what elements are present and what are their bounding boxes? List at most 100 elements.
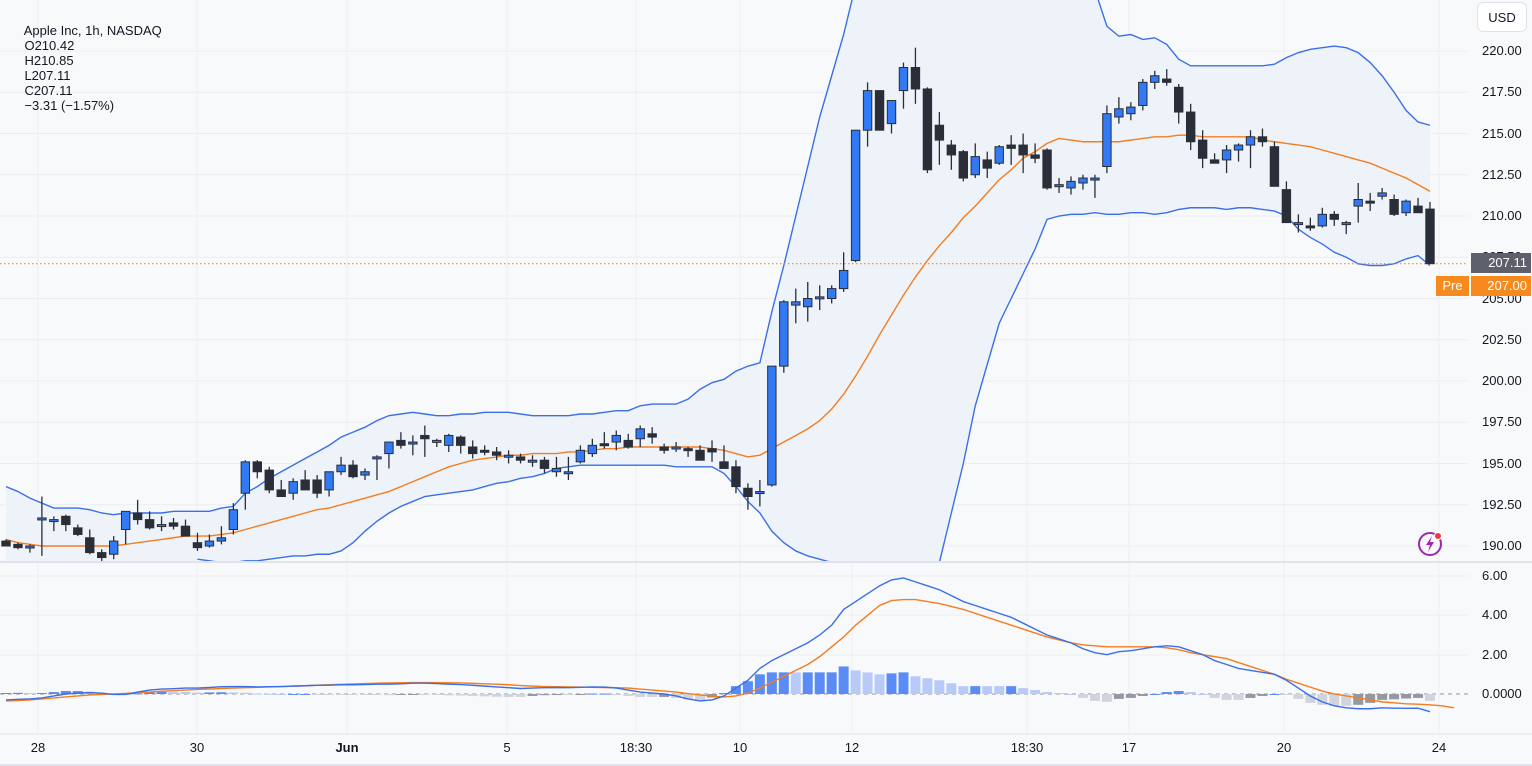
candle bbox=[1245, 136, 1256, 146]
macd-histogram-bar bbox=[252, 693, 263, 695]
candle bbox=[922, 88, 933, 171]
candle bbox=[396, 439, 406, 446]
macd-histogram-bar bbox=[1077, 694, 1088, 698]
macd-histogram-bar bbox=[491, 694, 502, 697]
candle bbox=[264, 469, 274, 491]
macd-histogram-bar bbox=[1197, 694, 1208, 695]
macd-histogram-bar bbox=[1269, 694, 1280, 695]
candle bbox=[862, 90, 873, 131]
time-axis-label: 17 bbox=[1121, 740, 1137, 755]
macd-histogram-bar bbox=[742, 681, 753, 694]
macd-histogram-bar bbox=[551, 694, 562, 695]
macd-histogram-bar bbox=[539, 694, 550, 696]
candle bbox=[1317, 213, 1328, 227]
macd-histogram-bar bbox=[874, 674, 885, 694]
macd-histogram-bar bbox=[1054, 693, 1065, 695]
candle bbox=[767, 365, 777, 486]
macd-histogram-bar bbox=[910, 676, 921, 694]
macd-histogram-bar bbox=[24, 693, 35, 695]
macd-histogram-bar bbox=[1149, 694, 1160, 695]
candle bbox=[372, 456, 382, 460]
last-price-tag: 207.11 bbox=[1471, 253, 1531, 273]
bollinger-lower-line bbox=[197, 207, 1431, 561]
candle bbox=[1138, 81, 1148, 106]
macd-histogram-bar bbox=[730, 686, 741, 694]
candle bbox=[360, 471, 370, 476]
macd-histogram-bar bbox=[575, 694, 586, 695]
flash-icon[interactable] bbox=[1416, 530, 1444, 558]
candle bbox=[25, 545, 35, 549]
macd-histogram-bar bbox=[228, 692, 239, 694]
macd-histogram-bar bbox=[264, 693, 275, 695]
ohlc-high: H210.85 bbox=[24, 53, 74, 68]
candle bbox=[623, 439, 633, 448]
macd-histogram-bar bbox=[156, 691, 167, 694]
currency-button[interactable]: USD bbox=[1477, 2, 1527, 32]
candle bbox=[1018, 144, 1028, 156]
candle bbox=[970, 156, 980, 176]
macd-histogram-bar bbox=[288, 694, 299, 695]
price-pane[interactable] bbox=[0, 0, 1468, 670]
macd-histogram-bar bbox=[1365, 694, 1376, 703]
candle bbox=[659, 446, 669, 451]
candle bbox=[1030, 154, 1040, 159]
candle bbox=[228, 509, 239, 531]
candle bbox=[13, 543, 23, 549]
candle bbox=[874, 90, 885, 131]
macd-axis-label: 4.00 bbox=[1482, 607, 1508, 623]
macd-histogram-bar bbox=[754, 674, 765, 694]
candle bbox=[479, 449, 490, 453]
macd-histogram-bar bbox=[48, 692, 59, 694]
candle bbox=[743, 487, 753, 497]
price-axis-label: 210.00 bbox=[1482, 208, 1522, 223]
candle bbox=[1114, 108, 1124, 118]
macd-histogram-bar bbox=[886, 673, 897, 694]
candle bbox=[1054, 184, 1064, 188]
candle bbox=[503, 454, 514, 458]
macd-histogram-bar bbox=[1317, 694, 1328, 705]
macd-histogram-bar bbox=[1281, 694, 1292, 695]
candle bbox=[1090, 177, 1100, 181]
macd-histogram-bar bbox=[946, 683, 957, 694]
candle bbox=[779, 301, 789, 367]
symbol-title[interactable]: Apple Inc, 1h, NASDAQ bbox=[23, 23, 162, 38]
macd-histogram-bar bbox=[1245, 694, 1256, 698]
macd-axis-label: 0.0000 bbox=[1482, 686, 1522, 701]
macd-histogram-bar bbox=[1030, 690, 1041, 694]
macd-histogram-bar bbox=[1425, 694, 1435, 701]
candle bbox=[946, 144, 957, 156]
candle bbox=[288, 481, 298, 494]
macd-histogram-bar bbox=[132, 693, 143, 695]
candle bbox=[539, 459, 550, 469]
candle bbox=[456, 436, 466, 446]
macd-histogram-bar bbox=[1101, 694, 1112, 702]
candle bbox=[791, 301, 801, 306]
macd-histogram-bar bbox=[503, 694, 514, 697]
candle bbox=[37, 517, 47, 521]
candle bbox=[982, 159, 992, 169]
candle bbox=[994, 146, 1004, 164]
macd-histogram-bar bbox=[718, 693, 729, 695]
macd-histogram-bar bbox=[36, 693, 47, 695]
candle bbox=[1197, 139, 1208, 159]
macd-histogram-bar bbox=[1221, 694, 1232, 700]
time-axis-label: 12 bbox=[844, 740, 860, 755]
candle bbox=[886, 100, 897, 125]
macd-pane[interactable] bbox=[0, 577, 1468, 713]
candle bbox=[156, 524, 167, 528]
price-axis-label: 197.50 bbox=[1482, 414, 1522, 430]
candle bbox=[1126, 106, 1136, 115]
candle bbox=[1281, 189, 1292, 224]
macd-histogram-bar bbox=[12, 692, 23, 694]
candle bbox=[204, 540, 215, 547]
candle bbox=[958, 151, 969, 179]
macd-histogram-bar bbox=[1329, 694, 1340, 706]
candle bbox=[467, 446, 478, 455]
macd-histogram-bar bbox=[898, 672, 909, 694]
candle bbox=[910, 67, 921, 90]
macd-histogram-bar bbox=[419, 694, 430, 695]
candle bbox=[276, 489, 286, 497]
candle bbox=[1233, 144, 1244, 151]
